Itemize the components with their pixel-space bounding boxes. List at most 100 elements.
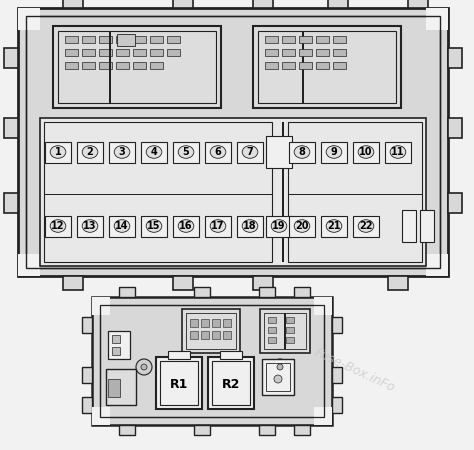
Bar xyxy=(100,305,324,417)
Ellipse shape xyxy=(50,146,66,158)
Bar xyxy=(150,49,163,56)
Bar xyxy=(77,141,103,162)
Bar xyxy=(321,141,347,162)
Bar xyxy=(108,331,130,359)
Bar xyxy=(117,34,135,46)
Bar xyxy=(141,216,167,237)
Text: 11: 11 xyxy=(391,147,405,157)
Bar xyxy=(268,337,276,343)
Bar xyxy=(63,0,83,8)
Bar xyxy=(18,254,40,276)
Bar xyxy=(92,297,110,315)
Ellipse shape xyxy=(82,220,98,232)
Text: 15: 15 xyxy=(147,221,161,231)
Bar xyxy=(40,118,426,266)
Bar xyxy=(289,216,315,237)
Bar xyxy=(402,210,416,242)
Bar xyxy=(26,16,440,268)
Bar xyxy=(212,361,250,405)
Bar xyxy=(141,141,167,162)
Bar xyxy=(266,136,292,168)
Ellipse shape xyxy=(358,146,374,158)
Bar xyxy=(448,118,462,138)
Bar xyxy=(18,8,40,30)
Bar xyxy=(253,26,401,108)
Bar xyxy=(268,327,276,333)
Bar xyxy=(133,62,146,69)
Bar xyxy=(44,122,272,262)
Bar xyxy=(286,327,294,333)
Bar xyxy=(100,305,324,417)
Text: 19: 19 xyxy=(272,221,286,231)
Bar xyxy=(448,193,462,213)
Bar xyxy=(65,49,78,56)
Bar xyxy=(44,194,272,195)
Bar xyxy=(388,276,408,290)
Bar xyxy=(332,317,342,333)
Bar xyxy=(82,49,95,56)
Bar xyxy=(173,0,193,8)
Bar xyxy=(314,407,332,425)
Bar xyxy=(321,216,347,237)
Bar xyxy=(190,331,198,339)
Bar xyxy=(259,425,275,435)
Bar xyxy=(109,31,111,103)
Circle shape xyxy=(272,359,288,375)
Text: 3: 3 xyxy=(118,147,126,157)
Bar xyxy=(109,141,135,162)
Bar xyxy=(328,0,348,8)
Bar xyxy=(106,369,136,405)
Bar xyxy=(205,216,231,237)
Bar xyxy=(156,357,202,409)
Ellipse shape xyxy=(82,146,98,158)
Ellipse shape xyxy=(390,146,406,158)
Bar xyxy=(99,62,112,69)
Bar xyxy=(223,319,231,327)
Bar xyxy=(58,31,216,103)
Bar xyxy=(408,0,428,8)
Bar xyxy=(316,36,329,43)
Bar xyxy=(173,276,193,290)
Bar xyxy=(253,276,273,290)
Text: 12: 12 xyxy=(51,221,65,231)
Bar xyxy=(45,141,71,162)
Bar xyxy=(262,359,294,395)
Text: 21: 21 xyxy=(327,221,341,231)
Text: 22: 22 xyxy=(359,221,373,231)
Bar xyxy=(223,331,231,339)
Bar xyxy=(258,31,396,103)
Bar xyxy=(353,141,379,162)
Text: 5: 5 xyxy=(182,147,190,157)
Text: R2: R2 xyxy=(222,378,240,392)
Bar xyxy=(316,49,329,56)
Text: 17: 17 xyxy=(211,221,225,231)
Text: 7: 7 xyxy=(246,147,254,157)
Bar xyxy=(299,49,312,56)
Bar xyxy=(173,141,199,162)
Bar xyxy=(333,36,346,43)
Bar xyxy=(299,36,312,43)
Bar xyxy=(82,62,95,69)
Ellipse shape xyxy=(326,220,342,232)
Bar xyxy=(182,309,240,353)
Text: 16: 16 xyxy=(179,221,193,231)
Bar xyxy=(26,16,440,268)
Text: 6: 6 xyxy=(215,147,221,157)
Bar xyxy=(260,309,310,353)
Ellipse shape xyxy=(210,220,226,232)
Bar xyxy=(119,287,135,297)
Bar xyxy=(282,122,284,262)
Bar xyxy=(167,49,180,56)
Bar xyxy=(173,216,199,237)
Bar xyxy=(133,36,146,43)
Bar xyxy=(264,313,306,349)
Text: 18: 18 xyxy=(243,221,257,231)
Bar xyxy=(160,361,198,405)
Text: R1: R1 xyxy=(170,378,188,392)
Bar xyxy=(299,62,312,69)
Bar xyxy=(4,48,18,68)
Bar xyxy=(205,141,231,162)
Bar xyxy=(201,319,209,327)
Ellipse shape xyxy=(146,146,162,158)
Bar xyxy=(168,351,190,359)
